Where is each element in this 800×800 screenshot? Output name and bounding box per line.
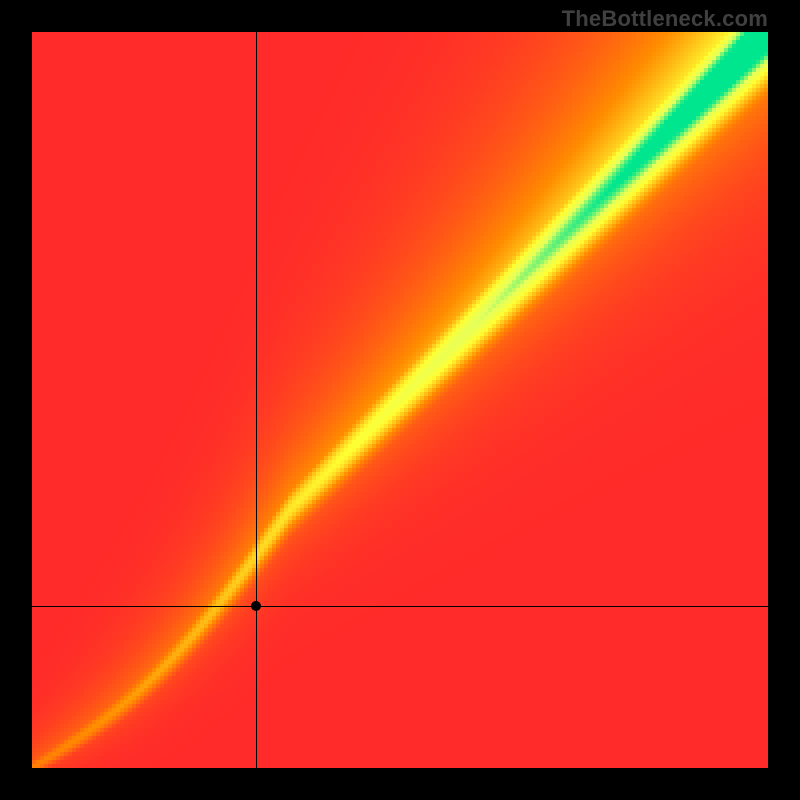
- watermark-text: TheBottleneck.com: [562, 6, 768, 32]
- heatmap-canvas: [32, 32, 768, 768]
- heatmap-chart: [32, 32, 768, 768]
